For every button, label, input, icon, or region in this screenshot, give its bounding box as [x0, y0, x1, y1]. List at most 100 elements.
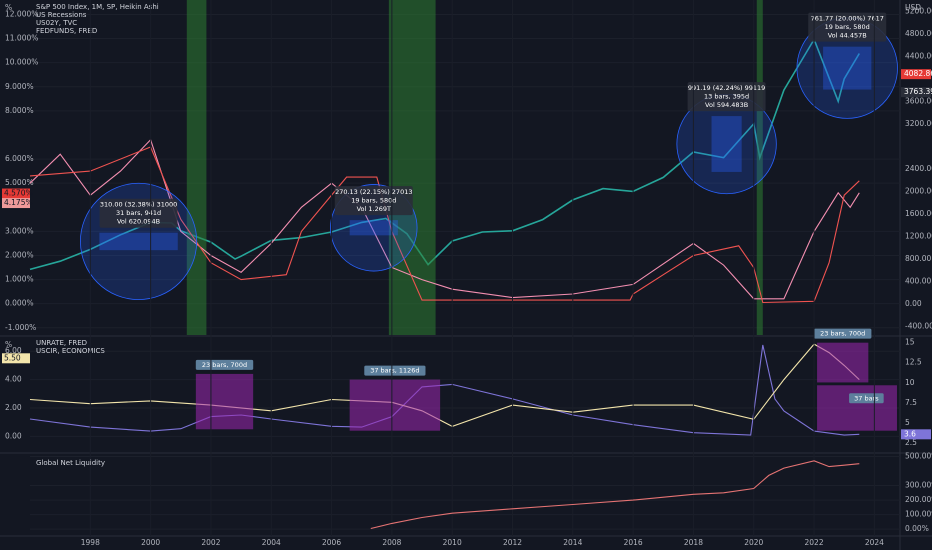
- y2-tick-label: 1600.00: [905, 209, 932, 218]
- y2-tick-label: 5200.00: [905, 6, 932, 15]
- measure-label: 991.19 (42.24%) 99119: [688, 84, 765, 92]
- price-marker: [2, 188, 30, 199]
- y-tick-label: 6.00: [5, 346, 22, 355]
- y2-tick-label: 400.00: [905, 277, 931, 286]
- x-tick-label: 2022: [805, 538, 824, 547]
- y2-tick-label: 4400.00: [905, 51, 932, 60]
- x-tick-label: 2012: [503, 538, 522, 547]
- y2-tick-label: 200.00%: [905, 495, 932, 504]
- y2-tick-label: 500.00%: [905, 451, 932, 460]
- date-range-label: 37 bars, 1126d: [370, 367, 419, 375]
- y2-tick-label: 2400.00: [905, 164, 932, 173]
- date-range-box: [349, 379, 441, 431]
- date-range-label-box: [814, 328, 872, 339]
- date-range-label-box: [195, 359, 254, 370]
- y2-tick-label: 3200.00: [905, 119, 932, 128]
- y-unit: %: [5, 340, 12, 349]
- y-tick-label: 2.000%: [5, 250, 34, 259]
- recession-band: [388, 0, 436, 335]
- price-marker-label: 3763.39: [904, 87, 932, 96]
- measure-label: 19 bars, 580d: [825, 23, 870, 31]
- y-tick-label: 10.000%: [5, 58, 38, 67]
- measure-range: [99, 232, 178, 251]
- measure-label: 19 bars, 580d: [351, 197, 396, 205]
- y-tick-label: 6.000%: [5, 154, 34, 163]
- x-tick-label: 2006: [322, 538, 341, 547]
- measure-label-box: [334, 186, 413, 216]
- measure-label: Vol 44.457B: [828, 32, 867, 40]
- x-tick-label: 2024: [865, 538, 884, 547]
- legend-entry: US02Y, TVC: [36, 19, 77, 27]
- measure-label-box: [687, 82, 766, 112]
- x-tick-label: 2018: [684, 538, 703, 547]
- price-marker-label: 4.570%: [4, 189, 33, 198]
- x-tick-label: 2008: [382, 538, 401, 547]
- date-range-label: 23 bars, 700d: [820, 330, 865, 338]
- date-range-box: [817, 385, 897, 431]
- y2-tick-label: 300.00%: [905, 481, 932, 490]
- measure-label: 270.13 (22.15%) 27013: [335, 188, 412, 196]
- measure-label: Vol 1.269T: [357, 205, 391, 213]
- measure-range: [823, 46, 872, 90]
- series-line: [29, 138, 860, 300]
- legend-entry: USCIR, ECONOMICS: [36, 347, 105, 355]
- recession-band: [756, 0, 763, 335]
- date-range-label-box: [364, 365, 426, 376]
- date-range-box: [195, 373, 254, 430]
- measure-range: [711, 116, 742, 172]
- y2-tick-label: 15: [905, 338, 915, 347]
- price-marker-label: 4.175%: [4, 198, 33, 207]
- series-line: [29, 146, 860, 304]
- price-marker-label: 4082.86: [904, 69, 932, 78]
- y2-tick-label: 10: [905, 378, 915, 387]
- y-tick-label: 0.00: [5, 431, 22, 440]
- date-range-label-box: [849, 393, 884, 404]
- measure-label: Vol 620.094B: [117, 218, 160, 226]
- y2-tick-label: 2.5: [905, 438, 917, 447]
- measure-label: 310.00 (32.38%) 31000: [100, 201, 177, 209]
- measure-label: 31 bars, 941d: [116, 209, 161, 217]
- measure-label-box: [99, 198, 178, 228]
- y-unit: %: [5, 3, 12, 12]
- date-range-label: 23 bars, 700d: [202, 361, 247, 369]
- y-tick-label: 0.000%: [5, 299, 34, 308]
- y2-tick-label: 0.00%: [905, 524, 929, 533]
- series-line: [370, 460, 860, 530]
- legend-entry: Global Net Liquidity: [36, 459, 105, 467]
- y2-unit: USD: [905, 3, 921, 12]
- price-marker: [2, 353, 30, 364]
- measure-label: Vol 594.483B: [705, 101, 748, 109]
- y2-tick-label: 3600.00: [905, 96, 932, 105]
- x-tick-label: 2010: [443, 538, 462, 547]
- y2-tick-label: 1200.00: [905, 231, 932, 240]
- measure-range: [349, 220, 398, 236]
- measure-label-box: [808, 12, 887, 42]
- x-tick-label: 1998: [81, 538, 100, 547]
- y2-tick-label: 4800.00: [905, 29, 932, 38]
- y-tick-label: 3.000%: [5, 226, 34, 235]
- y2-tick-label: 2000.00: [905, 186, 932, 195]
- price-marker: [901, 69, 931, 80]
- y-tick-label: 12.000%: [5, 9, 38, 18]
- y-tick-label: 5.000%: [5, 178, 34, 187]
- y-tick-label: 2.00: [5, 403, 22, 412]
- x-tick-label: 2000: [141, 538, 160, 547]
- y2-tick-label: 100.00%: [905, 510, 932, 519]
- y-tick-label: 4.00: [5, 375, 22, 384]
- y-tick-label: 8.000%: [5, 106, 34, 115]
- price-marker: [901, 429, 931, 440]
- x-tick-label: 2004: [262, 538, 281, 547]
- x-tick-label: 2020: [744, 538, 763, 547]
- recession-band: [186, 0, 207, 335]
- legend-entry: US Recessions: [36, 11, 87, 19]
- y-tick-label: 9.000%: [5, 82, 34, 91]
- y2-tick-label: 12.5: [905, 358, 922, 367]
- y-tick-label: 11.000%: [5, 34, 38, 43]
- price-marker: [2, 198, 30, 209]
- y2-tick-label: 7.5: [905, 398, 917, 407]
- price-marker: [901, 87, 931, 98]
- legend-entry: S&P 500 Index, 1M, SP, Heikin Ashi: [36, 3, 159, 11]
- y2-tick-label: 0.00: [905, 299, 922, 308]
- measure-label: 761.77 (20.00%) 7617: [811, 15, 884, 23]
- x-tick-label: 2016: [624, 538, 643, 547]
